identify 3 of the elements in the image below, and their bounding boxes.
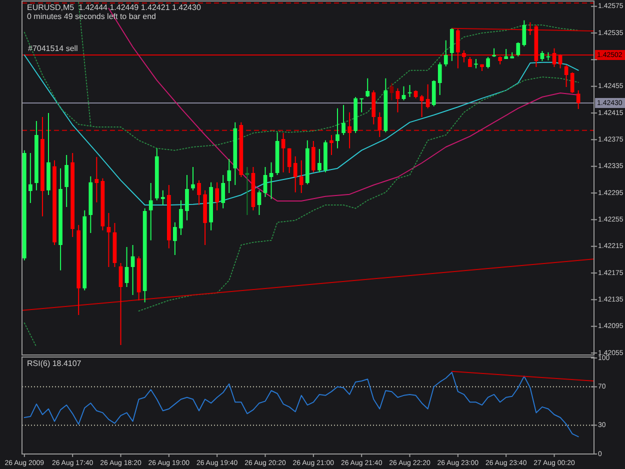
annotation: #7041514 sell — [28, 44, 78, 53]
chart-title: RSI(6) 18.4107 — [27, 359, 82, 368]
chart-title: EURUSD,M5 1.42444 1.42449 1.42421 1.42430 — [27, 3, 202, 12]
